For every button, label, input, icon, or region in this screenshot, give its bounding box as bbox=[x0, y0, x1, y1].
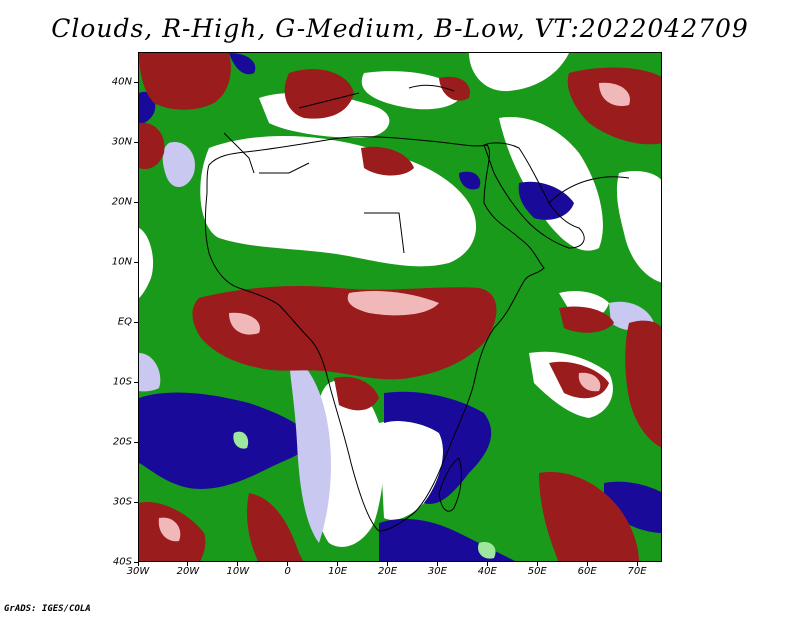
x-tick-label: 10E bbox=[328, 566, 348, 577]
x-tick-label: 60E bbox=[577, 566, 597, 577]
y-tick-label: 10N bbox=[111, 256, 132, 268]
y-tick-label: EQ bbox=[117, 316, 132, 328]
y-tick-mark bbox=[134, 81, 138, 83]
x-tick-label: 10W bbox=[226, 566, 250, 577]
y-tick-mark bbox=[134, 381, 138, 383]
y-tick-mark bbox=[134, 441, 138, 443]
y-tick-mark bbox=[134, 501, 138, 503]
y-tick-label: 20N bbox=[111, 196, 132, 208]
x-tick-mark bbox=[237, 562, 239, 566]
y-tick-label: 40S bbox=[112, 556, 132, 568]
y-tick-mark bbox=[134, 321, 138, 323]
medium-light-speckles bbox=[233, 431, 496, 559]
x-tick-label: 70E bbox=[627, 566, 647, 577]
y-tick-mark bbox=[134, 141, 138, 143]
x-tick-mark bbox=[436, 562, 438, 566]
y-tick-label: 30N bbox=[111, 136, 132, 148]
x-tick-label: 30E bbox=[427, 566, 447, 577]
y-tick-label: 10S bbox=[112, 376, 132, 388]
x-tick-mark bbox=[636, 562, 638, 566]
x-tick-mark bbox=[486, 562, 488, 566]
x-tick-mark bbox=[187, 562, 189, 566]
x-tick-label: 20E bbox=[377, 566, 398, 577]
cloud-field bbox=[139, 53, 661, 561]
x-tick-label: 0 bbox=[284, 566, 291, 577]
x-tick-label: 30W bbox=[126, 566, 150, 577]
y-tick-mark bbox=[134, 201, 138, 203]
x-tick-mark bbox=[387, 562, 389, 566]
x-tick-mark bbox=[287, 562, 289, 566]
x-tick-label: 50E bbox=[527, 566, 547, 577]
x-tick-mark bbox=[586, 562, 588, 566]
high-cloud-areas bbox=[139, 53, 661, 561]
y-tick-mark bbox=[134, 261, 138, 263]
y-tick-mark bbox=[134, 561, 138, 563]
x-tick-mark bbox=[337, 562, 339, 566]
map-title: Clouds, R-High, G-Medium, B-Low, VT:2022… bbox=[51, 14, 749, 43]
grads-credit: GrADS: IGES/COLA bbox=[4, 604, 91, 614]
y-tick-label: 20S bbox=[112, 436, 132, 448]
x-tick-mark bbox=[536, 562, 538, 566]
x-tick-label: 40E bbox=[477, 566, 497, 577]
low-cloud-areas bbox=[139, 53, 661, 561]
cloud-map bbox=[138, 52, 662, 562]
y-tick-label: 30S bbox=[112, 496, 132, 508]
x-tick-mark bbox=[137, 562, 139, 566]
x-tick-label: 20W bbox=[176, 566, 200, 577]
y-tick-label: 40N bbox=[111, 76, 132, 88]
coastlines bbox=[204, 84, 630, 532]
